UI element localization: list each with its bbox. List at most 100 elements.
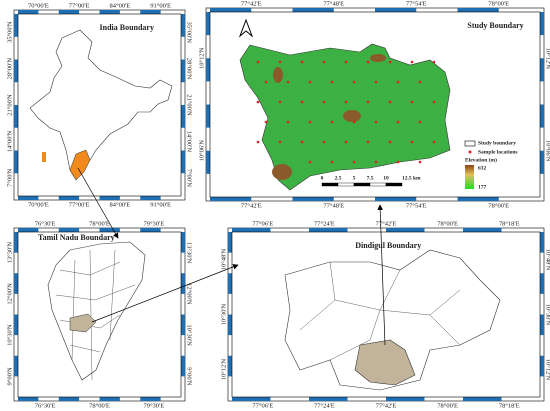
- y-tick-label: 14°00'N: [6, 130, 13, 152]
- sample-point: [418, 160, 422, 164]
- sample-point: [352, 120, 356, 124]
- x-tick-label: 91°00'E: [150, 2, 171, 9]
- frame-segment: [540, 355, 544, 377]
- scale-segment: [337, 182, 355, 187]
- sample-point: [278, 60, 282, 64]
- sample-point: [278, 140, 282, 144]
- sample-point: [388, 60, 392, 64]
- scale-label: 7.5: [367, 175, 374, 181]
- frame-segment: [232, 228, 271, 232]
- x-tick-label: 76°30'E: [35, 220, 56, 227]
- y-tick-label: 35°00'N: [6, 21, 13, 43]
- y-tick-label: 9°00'N: [186, 367, 193, 386]
- sample-point: [330, 120, 334, 124]
- x-tick-label: 77°24'E: [314, 220, 335, 227]
- x-tick-label: 78°00'E: [488, 202, 509, 209]
- dindigul-highlight: [69, 313, 97, 333]
- scale-label: 10: [383, 175, 389, 181]
- y-tick-label: 10°12'N: [545, 359, 550, 381]
- scale-bar: 0 2.5 5 7.5 10 12.5 km: [321, 175, 421, 187]
- sample-point: [286, 80, 290, 84]
- x-tick-label: 84°00'E: [110, 2, 131, 9]
- india-map: [29, 29, 173, 181]
- sample-point: [264, 120, 268, 124]
- frame-segment: [58, 228, 80, 232]
- legend-dot: [468, 150, 472, 154]
- scale-segment: [353, 182, 371, 187]
- x-tick-label: 78°00'E: [488, 0, 509, 7]
- frame-segment: [181, 232, 185, 253]
- x-tick-label: 78°18'E: [499, 402, 520, 409]
- y-tick-label: 10°12'N: [545, 48, 550, 70]
- y-tick-label: 13°30'N: [186, 242, 193, 264]
- sample-point: [374, 120, 378, 124]
- frame-segment: [540, 150, 544, 174]
- frame-segment: [540, 104, 544, 128]
- sample-point: [344, 60, 348, 64]
- sample-point: [410, 60, 414, 64]
- frame-segment: [18, 10, 39, 14]
- sample-point: [322, 60, 326, 64]
- frame-segment: [309, 397, 348, 401]
- frame-segment: [181, 105, 185, 128]
- x-tick-label: 79°30'E: [143, 220, 164, 227]
- scale-label: 5: [353, 175, 356, 181]
- x-tick-label: 77°54'E: [406, 0, 427, 7]
- frame-segment: [140, 10, 161, 14]
- x-tick-label: 78°00'E: [89, 402, 110, 409]
- panel-title: Dindigul Boundary: [355, 241, 421, 250]
- x-tick-label: 91°00'E: [150, 201, 171, 208]
- y-tick-label: 10°06'N: [545, 140, 550, 162]
- frame-segment: [309, 228, 348, 232]
- frame-segment: [181, 314, 185, 336]
- sample-point: [344, 140, 348, 144]
- sample-point: [264, 80, 268, 84]
- sample-point: [322, 140, 326, 144]
- frame-segment: [140, 196, 161, 200]
- sample-point: [366, 100, 370, 104]
- x-tick-label: 77°00'E: [69, 2, 90, 9]
- frame-segment: [14, 314, 18, 336]
- y-tick-label: 10°30'N: [186, 324, 193, 346]
- y-tick-label: 35°00'N: [186, 21, 193, 43]
- sample-point: [330, 160, 334, 164]
- sample-point: [396, 120, 400, 124]
- frame-segment: [58, 397, 80, 401]
- frame-segment: [206, 12, 210, 36]
- y-tick-label: 10°48'N: [220, 248, 227, 270]
- sample-point: [300, 140, 304, 144]
- islands: [42, 152, 46, 162]
- y-tick-label: 9°00'N: [6, 367, 13, 386]
- sample-point: [418, 120, 422, 124]
- frame-segment: [181, 14, 185, 37]
- sample-point: [352, 160, 356, 164]
- legend-label: Sample locations: [478, 149, 518, 155]
- sample-point: [256, 60, 260, 64]
- x-tick-label: 77°42'E: [376, 220, 397, 227]
- study-area-highlight: [354, 339, 416, 386]
- frame-segment: [99, 10, 120, 14]
- sample-point: [256, 100, 260, 104]
- frame-segment: [140, 228, 161, 232]
- arrow: [377, 204, 386, 346]
- north-arrow: [238, 18, 254, 38]
- y-tick-label: 14°00'N: [186, 131, 193, 153]
- frame-segment: [540, 232, 544, 253]
- x-tick-label: 77°06'E: [252, 402, 273, 409]
- scale-label: 0: [321, 175, 324, 181]
- y-tick-label: 12°00'N: [186, 283, 193, 305]
- frame-segment: [181, 355, 185, 377]
- sample-point: [330, 80, 334, 84]
- x-tick-label: 77°00'E: [69, 201, 90, 208]
- frame-segment: [463, 397, 502, 401]
- x-tick-label: 70°00'E: [28, 2, 49, 9]
- panel-title: Study Boundary: [467, 21, 523, 30]
- frame-segment: [99, 196, 120, 200]
- sample-point: [388, 140, 392, 144]
- frame-segment: [18, 228, 39, 232]
- frame-segment: [228, 273, 232, 294]
- y-tick-label: 21°00'N: [186, 94, 193, 116]
- sample-point: [432, 100, 436, 104]
- y-tick-label: 12°00'N: [6, 283, 13, 305]
- sample-point: [322, 100, 326, 104]
